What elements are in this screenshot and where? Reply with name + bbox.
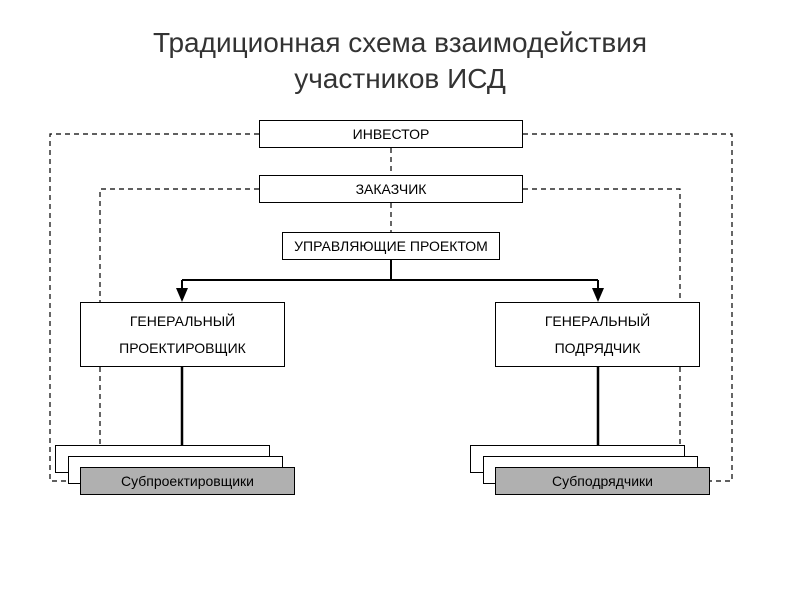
node-investor: ИНВЕСТОР — [259, 120, 523, 148]
node-general-designer-l1: ГЕНЕРАЛЬНЫЙ — [130, 308, 235, 335]
node-general-contractor-l1: ГЕНЕРАЛЬНЫЙ — [545, 308, 650, 335]
node-general-contractor-l2: ПОДРЯДЧИК — [555, 335, 641, 362]
diagram-canvas: ИНВЕСТОР ЗАКАЗЧИК УПРАВЛЯЮЩИЕ ПРОЕКТОМ Г… — [0, 0, 800, 600]
node-general-contractor: ГЕНЕРАЛЬНЫЙ ПОДРЯДЧИК — [495, 302, 700, 367]
node-managers: УПРАВЛЯЮЩИЕ ПРОЕКТОМ — [282, 232, 500, 260]
node-sub-contractors: Субподрядчики — [495, 467, 710, 495]
node-general-designer-l2: ПРОЕКТИРОВЩИК — [119, 335, 246, 362]
diagram-edges — [0, 0, 800, 600]
node-sub-designers: Субпроектировщики — [80, 467, 295, 495]
node-general-designer: ГЕНЕРАЛЬНЫЙ ПРОЕКТИРОВЩИК — [80, 302, 285, 367]
node-customer: ЗАКАЗЧИК — [259, 175, 523, 203]
